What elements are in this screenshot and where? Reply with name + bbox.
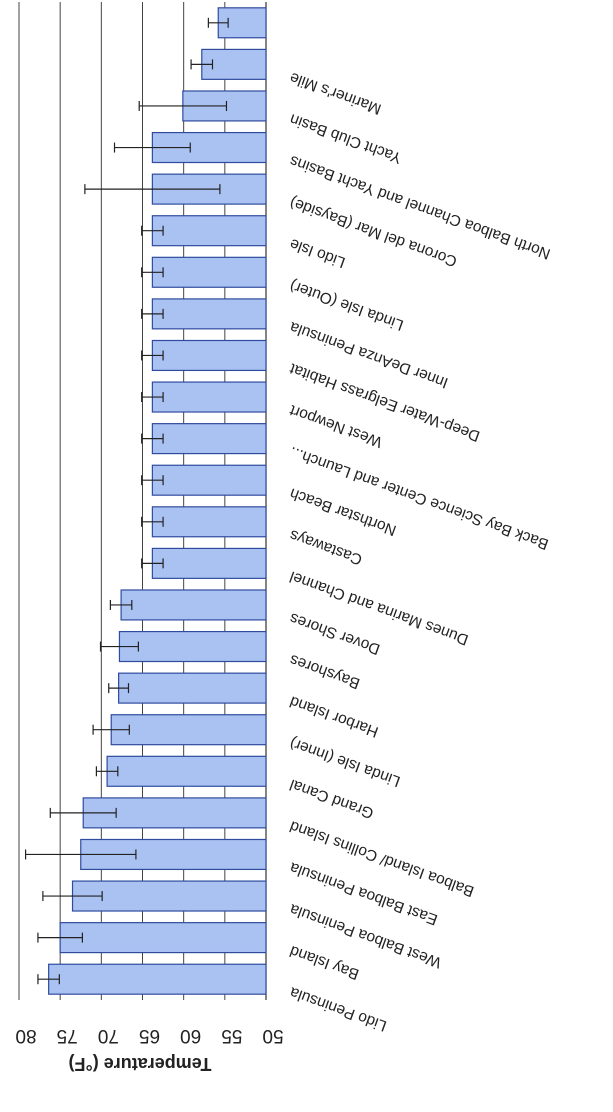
error-bar xyxy=(113,142,191,153)
bar xyxy=(59,922,267,954)
error-bar xyxy=(141,475,164,486)
bar xyxy=(110,714,267,746)
category-label: Harbor Island xyxy=(288,692,381,740)
tick-label-55: 55 xyxy=(221,1025,242,1046)
error-bar xyxy=(99,641,139,652)
y-axis-label: Temperature (°F) xyxy=(69,1054,212,1074)
gridlines xyxy=(18,2,267,1000)
error-bar xyxy=(37,974,60,985)
error-bar xyxy=(141,350,164,361)
error-bar xyxy=(108,683,130,694)
tick-labels: 50 55 60 65 70 75 80 xyxy=(15,1025,283,1046)
error-bar xyxy=(141,267,164,278)
error-bar xyxy=(141,433,164,444)
tick-label-50: 50 xyxy=(262,1025,283,1046)
category-label: Bay Island xyxy=(288,942,362,983)
error-bar xyxy=(141,225,164,236)
error-bar xyxy=(138,100,228,111)
category-label: Balboa Island/ Collins Island xyxy=(288,817,477,900)
bar xyxy=(151,381,267,413)
error-bar xyxy=(42,891,103,902)
bar xyxy=(151,423,267,455)
bars xyxy=(48,7,267,995)
bar xyxy=(120,589,267,621)
bar xyxy=(151,339,267,372)
error-bar xyxy=(109,599,133,610)
error-bar xyxy=(141,392,164,403)
error-bar xyxy=(207,17,229,28)
error-bar xyxy=(49,807,117,818)
category-label: Deep-Water Eelgrass Habitat xyxy=(287,359,482,444)
bar xyxy=(151,464,267,496)
tick-label-70: 70 xyxy=(98,1025,119,1046)
category-label: Dover Shores xyxy=(287,609,382,657)
error-bar xyxy=(141,558,164,569)
error-bar xyxy=(84,184,221,195)
error-bar xyxy=(37,932,83,943)
bar xyxy=(151,215,267,247)
category-label: Mariner's Mile xyxy=(288,69,384,118)
bar xyxy=(118,672,267,704)
error-bar xyxy=(24,849,137,860)
bar xyxy=(106,755,267,787)
error-bars xyxy=(24,17,229,985)
error-bar xyxy=(190,59,214,70)
bar xyxy=(151,256,267,288)
category-label: West Newport xyxy=(287,401,385,450)
category-label: Castaways xyxy=(287,526,364,568)
tick-label-65: 65 xyxy=(139,1025,160,1046)
category-label: Lido Isle xyxy=(288,235,348,271)
error-bar xyxy=(141,516,164,527)
category-label: Bayshores xyxy=(287,651,362,692)
category-label: Grand Canal xyxy=(288,776,376,822)
bar xyxy=(151,298,267,330)
category-label: Lido Peninsula xyxy=(287,983,389,1034)
bar xyxy=(151,506,267,538)
bar xyxy=(151,547,267,579)
error-bar xyxy=(141,308,164,319)
tick-label-60: 60 xyxy=(180,1025,201,1046)
bar xyxy=(118,630,267,663)
tick-label-80: 80 xyxy=(15,1025,36,1046)
error-bar xyxy=(95,766,119,777)
tick-label-75: 75 xyxy=(57,1025,78,1046)
error-bar xyxy=(92,724,130,735)
bar xyxy=(48,963,267,995)
